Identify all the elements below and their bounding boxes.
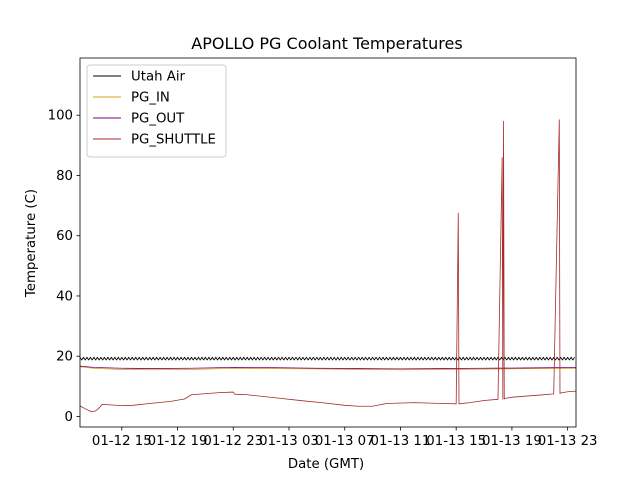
y-tick-label: 0 [65,410,73,425]
x-axis-label: Date (GMT) [288,457,364,472]
x-tick-label: 01-13 23 [538,434,598,449]
y-tick-label: 80 [56,169,73,184]
series-line-pg-shuttle [80,119,576,413]
x-tick-label: 01-12 19 [148,434,208,449]
series-line-pg-in [80,366,576,371]
plot-frame [79,57,577,428]
y-tick-label: 100 [48,109,73,124]
legend-box [86,64,227,158]
legend: Utah Air PG_IN PG_OUT PG_SHUTTLE [86,64,227,158]
x-tick-label: 01-13 19 [482,434,542,449]
y-axis: 0 20 40 60 80 100 [48,109,80,425]
y-tick-label: 40 [56,289,73,304]
series-line-utah-air [80,356,575,361]
legend-label-pg-out: PG_OUT [131,112,185,127]
x-tick-label: 01-12 15 [92,434,152,449]
y-axis-label: Temperature (C) [24,189,39,298]
x-tick-label: 01-13 03 [259,434,319,449]
x-tick-label: 01-13 07 [315,434,375,449]
x-tick-label: 01-13 15 [426,434,486,449]
legend-label-pg-shuttle: PG_SHUTTLE [131,133,216,148]
x-tick-label: 01-13 11 [371,434,431,449]
series-line-pg-out [80,365,576,370]
y-tick-label: 20 [56,350,73,365]
series-layer [80,119,576,413]
legend-label-pg-in: PG_IN [131,91,170,106]
legend-label-utah-air: Utah Air [131,70,186,85]
x-tick-label: 01-12 23 [203,434,263,449]
y-tick-label: 60 [56,229,73,244]
chart-title: APOLLO PG Coolant Temperatures [191,34,462,53]
